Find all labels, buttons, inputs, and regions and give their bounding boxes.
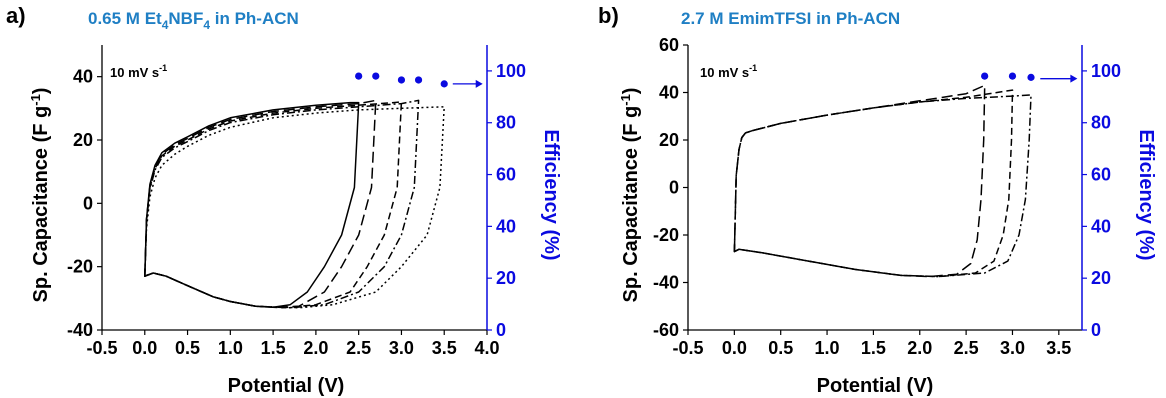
panel-b-xlabel: Potential (V) <box>817 375 934 397</box>
panel-a-efficiency-point <box>355 72 363 80</box>
panel-b-y2tick-label: 40 <box>1091 216 1111 236</box>
panel-a-y2tick-label: 100 <box>496 61 526 81</box>
panel-a-ytick-label: -40 <box>67 320 93 340</box>
panel-a-cv-curve-3p5V <box>144 106 445 309</box>
panel-b-ylabel: Sp. Capacitance (F g-1) <box>618 88 642 303</box>
panel-a-xtick-label: 2.5 <box>346 338 371 358</box>
panel-b-ytick-label: 20 <box>659 130 679 150</box>
panel-b-y2label: Efficiency (%) <box>1135 129 1157 260</box>
panel-b-efficiency-point <box>1027 73 1035 81</box>
panel-a-efficiency-point <box>397 76 406 84</box>
panel-b-xtick-label: 3.0 <box>1000 338 1025 358</box>
panel-b-xtick-label: 1.5 <box>861 338 886 358</box>
panel-a-ytick-label: -20 <box>67 257 93 277</box>
panel-a-cv-curve-2p7V <box>144 99 377 308</box>
panel-a-cv-curve-2p5V <box>144 101 360 308</box>
panel-a-y2tick-label: 20 <box>496 268 516 288</box>
panel-a-y2tick-label: 0 <box>496 320 506 340</box>
panel-b-ytick-label: 40 <box>659 83 679 103</box>
panel-b-y2tick-label: 60 <box>1091 165 1111 185</box>
panel-a-xtick-label: 1.0 <box>218 338 243 358</box>
panel-a-y2tick-label: 40 <box>496 216 516 236</box>
panel-a-xlabel: Potential (V) <box>228 375 345 397</box>
panel-b-letter: b) <box>598 3 619 28</box>
panel-a-arrow-head <box>475 79 483 88</box>
panel-a-xtick-label: -0.5 <box>86 338 117 358</box>
panel-b-scan-rate: 10 mV s-1 <box>700 63 757 80</box>
panel-a-efficiency-point <box>414 76 423 84</box>
panel-b-ytick-label: 60 <box>659 35 679 55</box>
panel-b-efficiency-point <box>1008 72 1017 80</box>
panel-b-xtick-label: 2.5 <box>954 338 979 358</box>
panel-a-title: 0.65 M Et4NBF4 in Ph-ACN <box>88 9 299 32</box>
panel-b-ytick-label: -20 <box>653 225 679 245</box>
panel-b-xtick-label: 0.5 <box>768 338 793 358</box>
panel-a-xtick-label: 1.5 <box>261 338 286 358</box>
panel-a-xtick-label: 4.0 <box>474 338 499 358</box>
panel-a-plot: -0.5 0.0 0.5 1.0 1.5 2.0 2.5 3.0 3.5 4.0 -40 -20 0 20… <box>67 45 526 358</box>
panel-b-plot: -0.5 0.0 0.5 1.0 1.5 2.0 2.5 3.0 3.5 -60 -40 -20 0 20… <box>653 35 1121 358</box>
panel-a-cv-curve-3p2V <box>144 99 420 309</box>
panel-a-xtick-label: 0.5 <box>175 338 200 358</box>
panel-a-xtick-label: 0.0 <box>132 338 157 358</box>
panel-b-xtick-label: 1.0 <box>815 338 840 358</box>
panel-a-ytick-label: 0 <box>83 193 93 213</box>
panel-b-xtick-label: 0.0 <box>722 338 747 358</box>
panel-b-y2tick-label: 100 <box>1091 61 1121 81</box>
panel-b-ytick-label: -40 <box>653 273 679 293</box>
panel-a-y2label: Efficiency (%) <box>540 129 562 260</box>
panel-b-y2tick-label: 80 <box>1091 113 1111 133</box>
panel-b-y2tick-label: 20 <box>1091 268 1111 288</box>
panel-b-ytick-label: 0 <box>669 178 679 198</box>
panel-b-xtick-label: 3.5 <box>1046 338 1071 358</box>
panel-a-scan-rate: 10 mV s-1 <box>110 63 167 80</box>
panel-a-letter: a) <box>6 3 26 28</box>
panel-b-cv-curve-2p7V <box>733 84 986 278</box>
panel-a-ytick-label: 20 <box>73 130 93 150</box>
panel-b-title: 2.7 M EmimTFSI in Ph-ACN <box>681 9 900 28</box>
panel-b-arrow-head <box>1070 74 1078 83</box>
panel-b-y2tick-label: 0 <box>1091 320 1101 340</box>
panel-a-xtick-label: 3.5 <box>432 338 457 358</box>
panel-a-ylabel: Sp. Capacitance (F g-1) <box>28 88 52 303</box>
panel-b-cv-curve-3V <box>733 89 1014 278</box>
panel-a-ytick-label: 40 <box>73 67 93 87</box>
panel-b-efficiency-point <box>981 72 989 80</box>
panel-b-xtick-label: -0.5 <box>672 338 703 358</box>
panel-b-cv-curve-3p2V <box>733 94 1032 278</box>
panel-a-cv-curve-3V <box>144 101 403 309</box>
panel-a-y2tick-label: 60 <box>496 165 516 185</box>
panel-a-efficiency-point <box>372 72 380 80</box>
panel-b-xtick-label: 2.0 <box>907 338 932 358</box>
panel-b-ytick-label: -60 <box>653 320 679 340</box>
panel-a-xtick-label: 3.0 <box>389 338 414 358</box>
panel-a-efficiency-point <box>440 80 448 88</box>
panel-a-xtick-label: 2.0 <box>303 338 328 358</box>
panel-a-y2tick-label: 80 <box>496 113 516 133</box>
